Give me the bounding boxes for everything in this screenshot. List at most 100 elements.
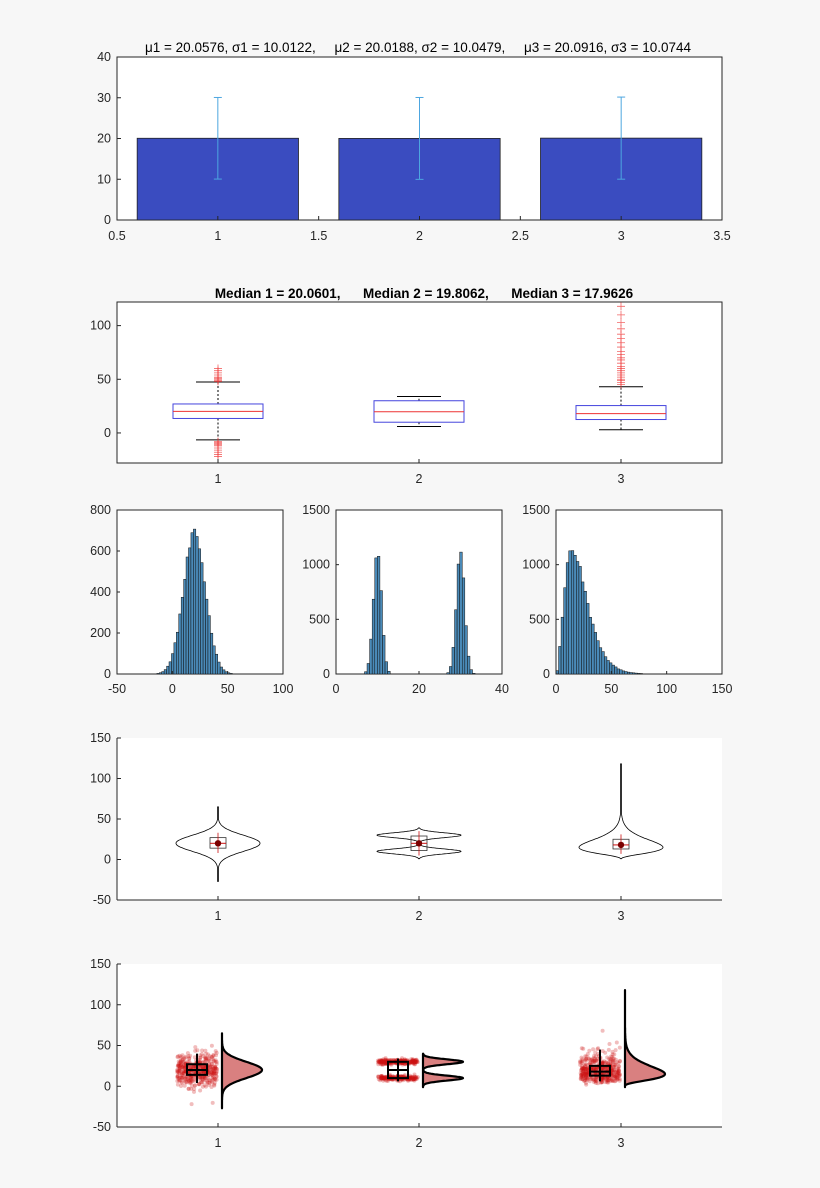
rain-dot (594, 1081, 598, 1085)
rain-dot (209, 1085, 214, 1089)
rain-dot (612, 1063, 617, 1067)
rain-dot (207, 1081, 212, 1086)
rain-dot (578, 1059, 583, 1064)
rain-dot (214, 1070, 219, 1075)
rain-dot (412, 1060, 417, 1065)
rain-dot (602, 1059, 607, 1064)
rain-dot (613, 1075, 618, 1080)
rain-dot (606, 1078, 611, 1083)
rain-dot (181, 1066, 186, 1071)
rain-dot (379, 1075, 384, 1080)
rain-dot (213, 1059, 218, 1064)
rain-dot (610, 1058, 615, 1063)
rain-dot (380, 1059, 385, 1064)
rain-dot (380, 1075, 385, 1080)
y-tick-label: 10 (97, 172, 111, 186)
rain-dot (605, 1061, 610, 1066)
rain-dot (212, 1071, 217, 1076)
y-tick-label: 20 (97, 132, 111, 146)
rain-dot (211, 1068, 216, 1073)
rain-dot (212, 1069, 216, 1074)
rain-dot (202, 1070, 207, 1075)
rain-dot (184, 1054, 188, 1059)
rain-dot (211, 1058, 216, 1063)
rain-dot (412, 1059, 417, 1064)
rain-dot (613, 1048, 618, 1053)
rain-dot (209, 1079, 214, 1084)
rain-dot (580, 1067, 584, 1072)
rain-dot (198, 1088, 203, 1093)
rain-dot (176, 1078, 181, 1083)
boxplot-boxes (172, 302, 667, 461)
rain-dot (192, 1087, 197, 1091)
rain-dot (590, 1057, 595, 1062)
rain-dot (214, 1062, 219, 1066)
rain-dot (209, 1067, 214, 1072)
rain-dot (197, 1059, 202, 1064)
rain-dot (409, 1057, 414, 1062)
rain-dot (604, 1078, 609, 1083)
rain-dot (378, 1078, 383, 1083)
rain-dot (181, 1071, 186, 1076)
rain-dot (198, 1053, 202, 1058)
rain-dot (413, 1060, 418, 1064)
rain-dot (410, 1060, 415, 1064)
rain-dot (607, 1042, 612, 1046)
histogram-bin (366, 663, 370, 675)
rain-dot (591, 1047, 596, 1052)
x-tick-label: 150 (712, 682, 733, 696)
rain-dot (578, 1076, 583, 1081)
y-tick-label: 500 (309, 612, 330, 626)
rain-dot (383, 1059, 388, 1063)
rain-dot (412, 1074, 417, 1079)
rain-dot (178, 1063, 183, 1068)
rain-dot (184, 1080, 189, 1084)
rain-dot (593, 1077, 598, 1082)
rain-dot (378, 1059, 383, 1064)
rain-dot (212, 1069, 217, 1074)
rain-dot (611, 1072, 616, 1077)
rain-dot (585, 1072, 590, 1077)
rain-dot (617, 1069, 622, 1074)
rain-dot (189, 1078, 194, 1083)
rain-dot (208, 1065, 213, 1069)
rain-dot (187, 1081, 192, 1085)
rain-dot (601, 1066, 606, 1071)
rain-dot (585, 1066, 590, 1071)
rain-dot (183, 1079, 188, 1084)
rain-dot (609, 1077, 614, 1082)
histogram-bin (229, 673, 233, 675)
rain-dot (188, 1065, 193, 1070)
rain-dot (601, 1076, 606, 1080)
rain-dot (414, 1057, 419, 1062)
rain-dot (188, 1053, 193, 1058)
rain-dot (179, 1070, 184, 1074)
rain-dot (584, 1067, 589, 1071)
rain-dot (600, 1066, 605, 1071)
histogram-bin (190, 532, 194, 675)
rain-dot (614, 1040, 619, 1045)
rain-dot (411, 1077, 416, 1082)
x-tick-label: 0 (169, 682, 176, 696)
rain-dot (192, 1055, 197, 1060)
rain-dot (412, 1059, 417, 1064)
rain-dot (409, 1075, 414, 1080)
raincloud-density-3 (623, 989, 667, 1089)
rain-dot (582, 1070, 587, 1075)
rain-dot (380, 1058, 385, 1063)
rain-dot (611, 1068, 616, 1073)
rain-dot (617, 1073, 622, 1077)
rain-dot (188, 1080, 193, 1085)
histogram-bin (591, 623, 595, 675)
x-tick-label: 1 (215, 909, 222, 923)
histogram-bin (171, 653, 175, 675)
histogram-bin (156, 673, 160, 675)
rain-dot (580, 1077, 585, 1082)
rain-dot (199, 1080, 204, 1085)
rain-dot (382, 1077, 387, 1082)
histogram-2-axes (335, 509, 503, 675)
rain-dot (178, 1078, 183, 1082)
y-tick-label: 100 (90, 319, 111, 333)
rain-dot (581, 1046, 586, 1051)
